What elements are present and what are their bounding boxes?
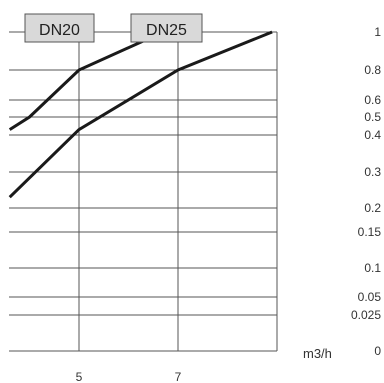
- y-tick-label: 0.05: [358, 290, 382, 304]
- x-tick-label: 5: [76, 370, 83, 383]
- y-tick-labels: 1 0.8 0.6 0.5 0.4 0.3 0.2 0.15 0.1 0.05 0.025 0: [351, 25, 381, 358]
- x-axis-label: m3/h: [303, 346, 332, 361]
- y-tick-label: 0: [374, 344, 381, 358]
- legend: DN20 DN25: [24, 13, 203, 43]
- y-tick-label: 0.2: [364, 201, 381, 215]
- y-tick-label: 0.025: [351, 308, 381, 322]
- y-tick-label: 0.15: [358, 225, 382, 239]
- series-line-dn25: [8, 30, 273, 199]
- series-line-dn20: [8, 30, 164, 131]
- y-tick-label: 0.5: [364, 110, 381, 124]
- series-lines: [8, 30, 273, 199]
- legend-label-dn25: DN25: [146, 22, 187, 39]
- y-tick-label: 0.1: [364, 261, 381, 275]
- legend-box-dn20: [24, 13, 95, 43]
- y-tick-label: 0.8: [364, 63, 381, 77]
- legend-label-dn20: DN20: [39, 22, 80, 39]
- x-tick-label: 7: [175, 370, 182, 383]
- y-tick-label: 0.3: [364, 165, 381, 179]
- y-tick-label: 0.4: [364, 128, 381, 142]
- legend-box-dn25: [130, 13, 203, 43]
- y-tick-label: 1: [374, 25, 381, 39]
- y-tick-label: 0.6: [364, 93, 381, 107]
- grid: [9, 31, 278, 352]
